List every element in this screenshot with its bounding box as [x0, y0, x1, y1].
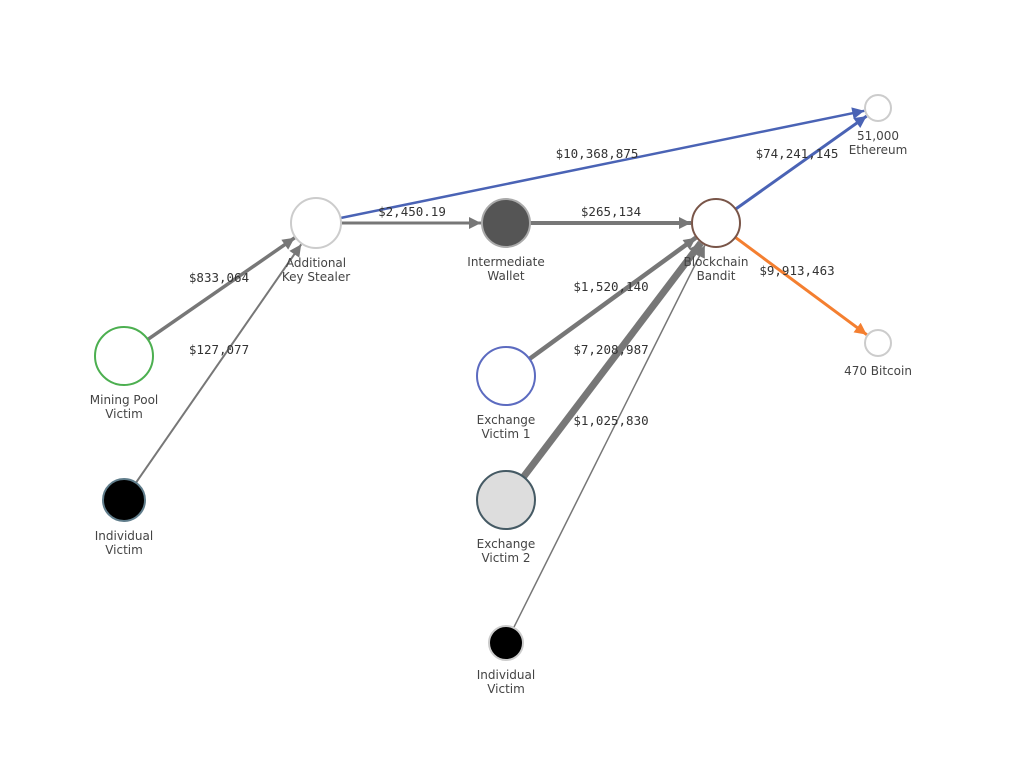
node-label: Exchange [477, 413, 536, 427]
node-circle[interactable] [94, 326, 154, 386]
node-label: Additional [286, 256, 346, 270]
node-label: Victim 2 [481, 551, 530, 565]
edge-ev2-bb [520, 240, 704, 480]
node-label: Victim [105, 543, 143, 557]
node-label: Victim [105, 407, 143, 421]
edge-iv2-bb [512, 245, 706, 629]
edge-label-ev1-bb: $1,520,140 [573, 279, 648, 294]
node-label: Individual [95, 529, 153, 543]
edge-label-bb-eth: $74,241,145 [756, 146, 839, 161]
node-circle[interactable] [864, 94, 892, 122]
node-circle[interactable] [691, 198, 741, 248]
edges [135, 107, 868, 629]
node-label: Ethereum [849, 143, 908, 157]
edge-mpv-aks [146, 236, 296, 341]
node-circle[interactable] [481, 198, 531, 248]
edge-label-mpv-aks: $833,064 [189, 270, 249, 285]
edge-label-aks-eth: $10,368,875 [556, 146, 639, 161]
node-circle[interactable] [488, 625, 524, 661]
node-label: Victim [487, 682, 525, 696]
edge-label-ev2-bb: $7,208,987 [573, 342, 648, 357]
node-circle[interactable] [102, 478, 146, 522]
node-label: Mining Pool [90, 393, 159, 407]
node-label: Key Stealer [282, 270, 350, 284]
edge-bb-eth [734, 114, 868, 211]
edge-label-iw-bb: $265,134 [581, 204, 641, 219]
edge-iv1-aks [135, 243, 303, 484]
node-circle[interactable] [476, 470, 536, 530]
edge-ev1-bb [528, 235, 698, 361]
node-label: Wallet [487, 269, 525, 283]
edge-aks-eth [340, 107, 865, 220]
node-label: 470 Bitcoin [844, 364, 912, 378]
edge-labels: $10,368,875 $2,450.19 $265,134 $74,241,145 $… [189, 146, 839, 428]
node-btc[interactable]: 470 Bitcoin [844, 329, 912, 378]
node-label: Exchange [477, 537, 536, 551]
edge-label-iv2-bb: $1,025,830 [573, 413, 648, 428]
edge-label-iv1-aks: $127,077 [189, 342, 249, 357]
node-label: Intermediate [467, 255, 544, 269]
node-label: Individual [477, 668, 535, 682]
node-circle[interactable] [864, 329, 892, 357]
node-label: 51,000 [857, 129, 899, 143]
node-label: Blockchain [684, 255, 749, 269]
node-label: Bandit [697, 269, 736, 283]
node-label: Victim 1 [481, 427, 530, 441]
edge-bb-btc [734, 236, 868, 336]
edge-label-aks-iw: $2,450.19 [378, 204, 446, 219]
node-circle[interactable] [476, 346, 536, 406]
edge-label-bb-btc: $9,913,463 [759, 263, 834, 278]
node-circle[interactable] [290, 197, 342, 249]
